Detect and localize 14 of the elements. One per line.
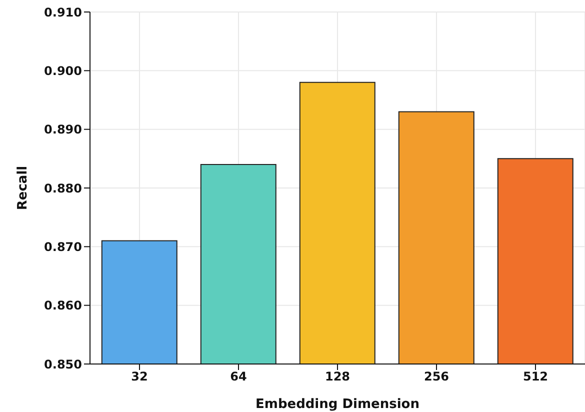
x-tick-label: 64	[230, 370, 247, 384]
y-axis-title: Recall	[16, 166, 31, 210]
x-tick-label: 512	[522, 370, 548, 384]
y-tick-label: 0.870	[44, 240, 82, 254]
y-tick-label: 0.880	[44, 181, 82, 196]
x-tick-label: 32	[131, 370, 148, 384]
x-tick-label: 128	[324, 370, 350, 384]
y-tick-label: 0.890	[44, 122, 82, 137]
y-tick-label: 0.860	[44, 298, 82, 313]
y-tick-label: 0.900	[44, 64, 82, 78]
y-tick-label: 0.850	[44, 357, 82, 372]
x-tick-label: 256	[424, 370, 450, 384]
y-tick-label: 0.910	[44, 5, 82, 20]
x-axis-title: Embedding Dimension	[256, 397, 420, 412]
